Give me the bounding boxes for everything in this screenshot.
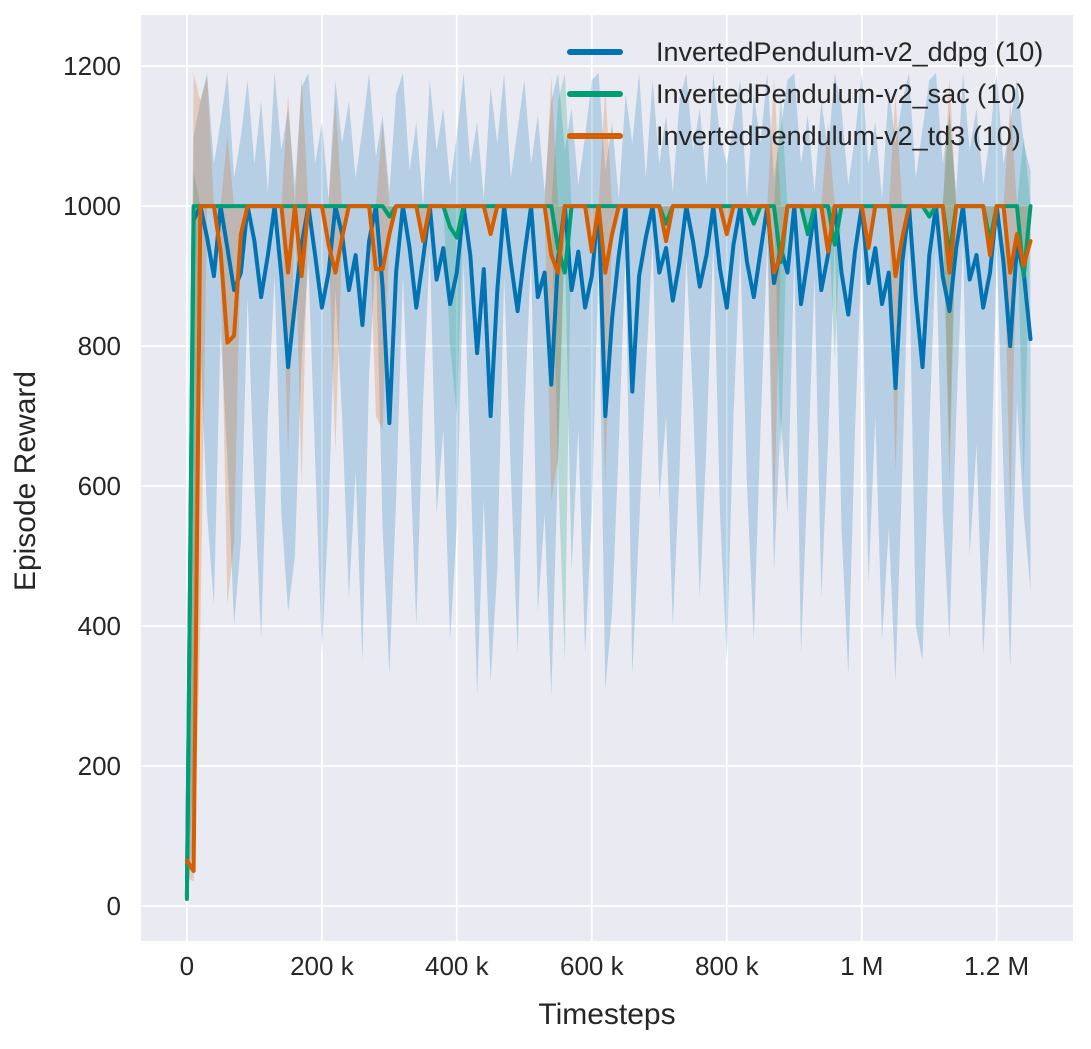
legend-item-td3: InvertedPendulum-v2_td3 (10)	[567, 115, 1043, 157]
legend-item-sac: InvertedPendulum-v2_sac (10)	[567, 73, 1043, 115]
x-tick-label: 800 k	[695, 951, 760, 981]
gridlines	[141, 15, 1073, 941]
y-tick-label: 200	[78, 751, 121, 781]
series-line-0	[184, 204, 1033, 898]
x-tick-label: 400 k	[425, 951, 490, 981]
y-tick-label: 600	[78, 471, 121, 501]
legend-label-sac: InvertedPendulum-v2_sac (10)	[656, 78, 1026, 109]
y-tick-label: 1200	[63, 51, 121, 81]
y-tick-label: 400	[78, 611, 121, 641]
series-line-2	[184, 204, 1033, 873]
x-axis-label: Timesteps	[538, 998, 676, 1031]
legend-line-swatch-td3	[567, 133, 623, 139]
legend-line-swatch-sac	[567, 91, 623, 97]
legend-item-ddpg: InvertedPendulum-v2_ddpg (10)	[567, 31, 1043, 73]
legend-label-td3: InvertedPendulum-v2_td3 (10)	[656, 120, 1021, 151]
y-axis-label: Episode Reward	[9, 370, 42, 592]
y-tick-label: 1000	[63, 191, 121, 221]
x-tick-label: 0	[180, 951, 194, 981]
series-band-2	[186, 73, 1031, 882]
x-tick-label: 1.2 M	[964, 951, 1029, 981]
legend-line-swatch-ddpg	[567, 49, 623, 55]
x-tick-label: 600 k	[560, 951, 625, 981]
y-tick-label: 0	[107, 891, 121, 921]
legend-label-ddpg: InvertedPendulum-v2_ddpg (10)	[656, 36, 1044, 67]
x-tick-label: 1 M	[840, 951, 883, 981]
plot-area	[141, 15, 1073, 941]
y-tick-label: 800	[78, 331, 121, 361]
legend: InvertedPendulum-v2_ddpg (10) InvertedPe…	[567, 31, 1043, 157]
x-tick-label: 200 k	[290, 951, 355, 981]
